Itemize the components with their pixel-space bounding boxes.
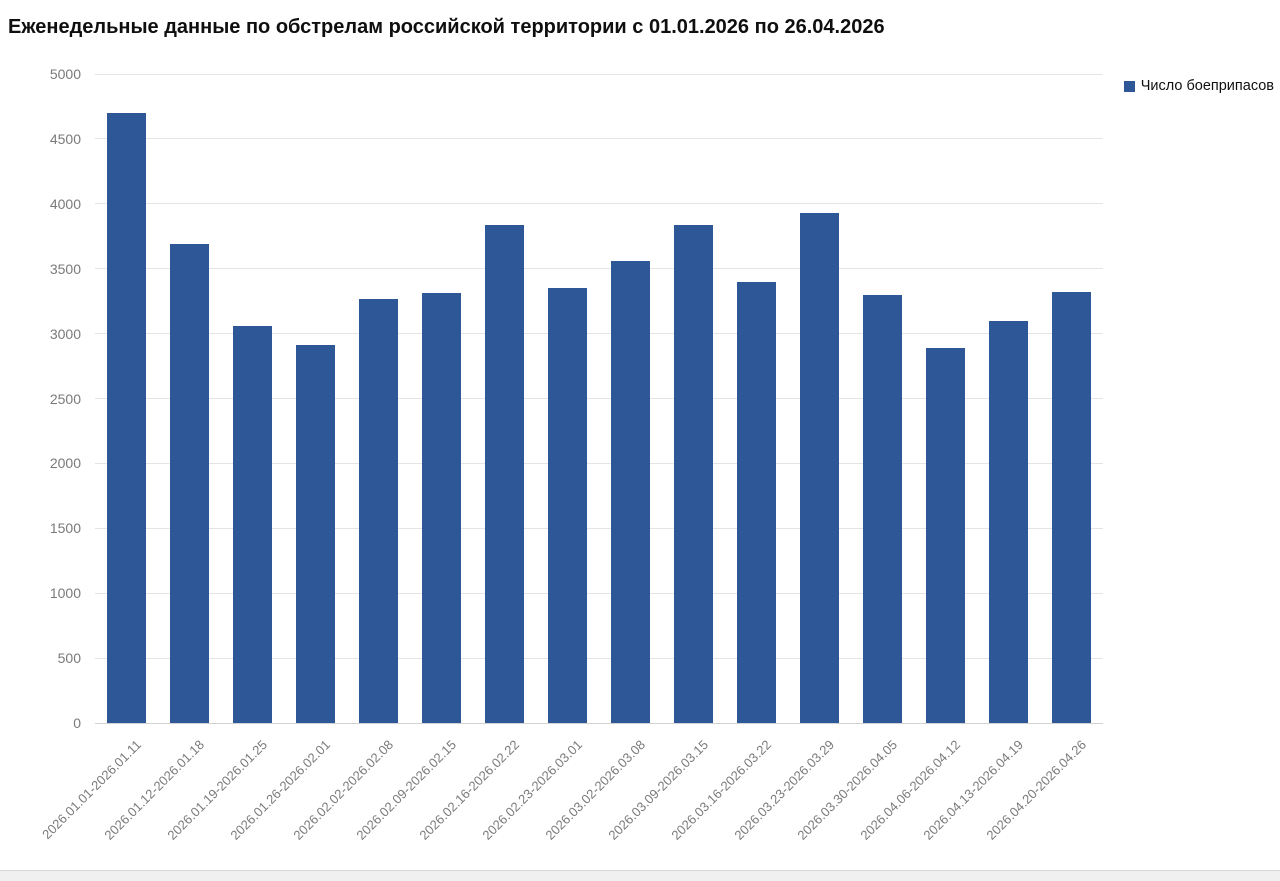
legend-label: Число боеприпасов [1140, 78, 1274, 94]
bar [485, 224, 524, 723]
bar [863, 294, 902, 723]
bar [548, 288, 587, 723]
y-axis-tick-label: 500 [57, 650, 81, 667]
y-axis-tick-label: 4500 [49, 130, 81, 147]
gridline [95, 398, 1103, 399]
y-axis-tick-label: 1500 [49, 520, 81, 537]
gridline [95, 138, 1103, 140]
y-axis-tick-label: 3000 [49, 325, 81, 342]
bar [296, 345, 335, 723]
gridline [95, 462, 1103, 464]
gridline [95, 527, 1103, 529]
bar [674, 224, 713, 723]
bar [359, 298, 398, 723]
bar [737, 281, 776, 723]
y-axis-tick-label: 0 [73, 715, 81, 731]
gridline [95, 203, 1103, 205]
chart-title: Еженедельные данные по обстрелам российс… [8, 16, 885, 38]
y-axis-tick-label: 2500 [49, 390, 81, 407]
gridline [95, 722, 1103, 724]
gridline [95, 592, 1103, 594]
bar [170, 244, 209, 723]
legend-marker-square [1123, 80, 1135, 92]
gridline [95, 657, 1103, 659]
bar [611, 260, 650, 723]
y-axis-tick-label: 1000 [49, 585, 81, 602]
y-axis-tick-label: 2000 [49, 455, 81, 472]
bar [233, 325, 272, 723]
bar [422, 293, 461, 723]
bar [926, 347, 965, 723]
bar [800, 212, 839, 723]
bar [989, 320, 1028, 723]
gridline [95, 73, 1103, 75]
gridline [95, 333, 1103, 335]
y-axis-tick-label: 5000 [49, 66, 81, 82]
gridline [95, 268, 1103, 270]
legend: Число боеприпасов [1123, 78, 1274, 94]
bar [107, 112, 146, 723]
window-bottom-strip [0, 870, 1280, 881]
bar [1052, 292, 1091, 723]
y-axis-tick-label: 4000 [49, 195, 81, 212]
y-axis-tick-label: 3500 [49, 260, 81, 277]
